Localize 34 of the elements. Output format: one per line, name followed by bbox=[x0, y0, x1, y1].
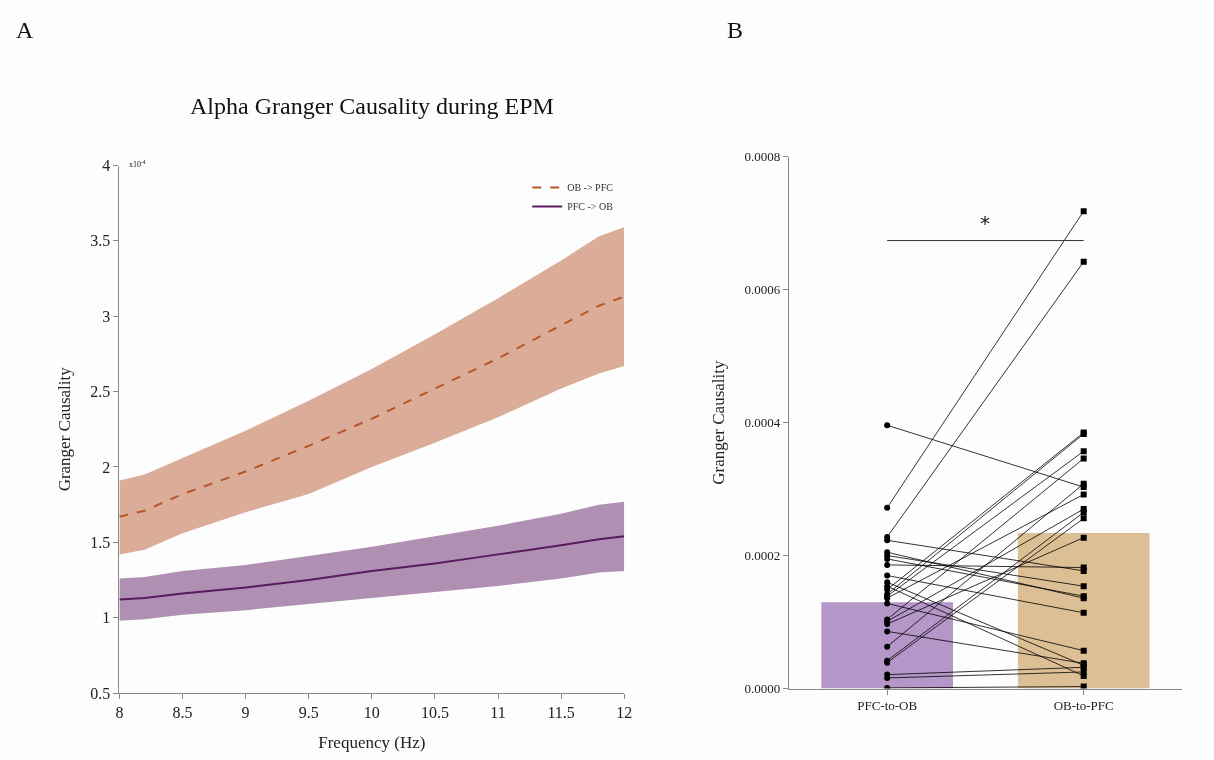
y-tick-label: 0.0008 bbox=[744, 149, 781, 165]
y-tick-label: 0.0004 bbox=[744, 415, 781, 431]
chart-title: Alpha Granger Causality during EPM bbox=[190, 93, 554, 119]
x-tick-label: 10.5 bbox=[420, 704, 449, 722]
legend-label: OB -> PFC bbox=[567, 182, 614, 194]
x-tick-label: 9 bbox=[241, 704, 250, 722]
x-tick-label: 8 bbox=[115, 704, 124, 722]
y-tick-label: 0.0000 bbox=[744, 681, 781, 697]
x-tick-label: 12 bbox=[616, 704, 633, 722]
text: B bbox=[727, 17, 744, 43]
x-tick-label: PFC-to-OB bbox=[857, 698, 918, 714]
annotation: x10$^{-4}$ bbox=[129, 159, 146, 170]
x-tick-label: OB-to-PFC bbox=[1053, 698, 1114, 714]
x-tick-label: 10 bbox=[363, 704, 380, 722]
y-tick-label: 4 bbox=[102, 157, 111, 175]
x-tick-label: 9.5 bbox=[298, 704, 319, 722]
y-tick-label: 2 bbox=[102, 458, 111, 476]
y-tick-label: 0.0006 bbox=[744, 282, 781, 298]
x-axis-title: Frequency (Hz) bbox=[318, 732, 426, 752]
x-tick-label: 11.5 bbox=[547, 704, 575, 722]
y-axis-title: Granger Causality bbox=[54, 366, 74, 492]
y-tick-label: 0.0002 bbox=[744, 548, 781, 564]
y-axis-title: Granger Causality bbox=[709, 360, 729, 485]
x-tick-label: 11 bbox=[490, 704, 506, 722]
y-tick-label: 0.5 bbox=[90, 684, 111, 702]
y-tick-label: 3 bbox=[102, 307, 111, 325]
legend-label: PFC -> OB bbox=[567, 201, 614, 213]
y-tick-label: 2.5 bbox=[90, 383, 111, 401]
y-tick-label: 1.5 bbox=[90, 533, 111, 551]
y-tick-label: 1 bbox=[102, 609, 111, 627]
annotation: * bbox=[980, 211, 990, 235]
text: A bbox=[16, 17, 34, 43]
x-tick-label: 8.5 bbox=[172, 704, 193, 722]
y-tick-label: 3.5 bbox=[90, 232, 111, 250]
